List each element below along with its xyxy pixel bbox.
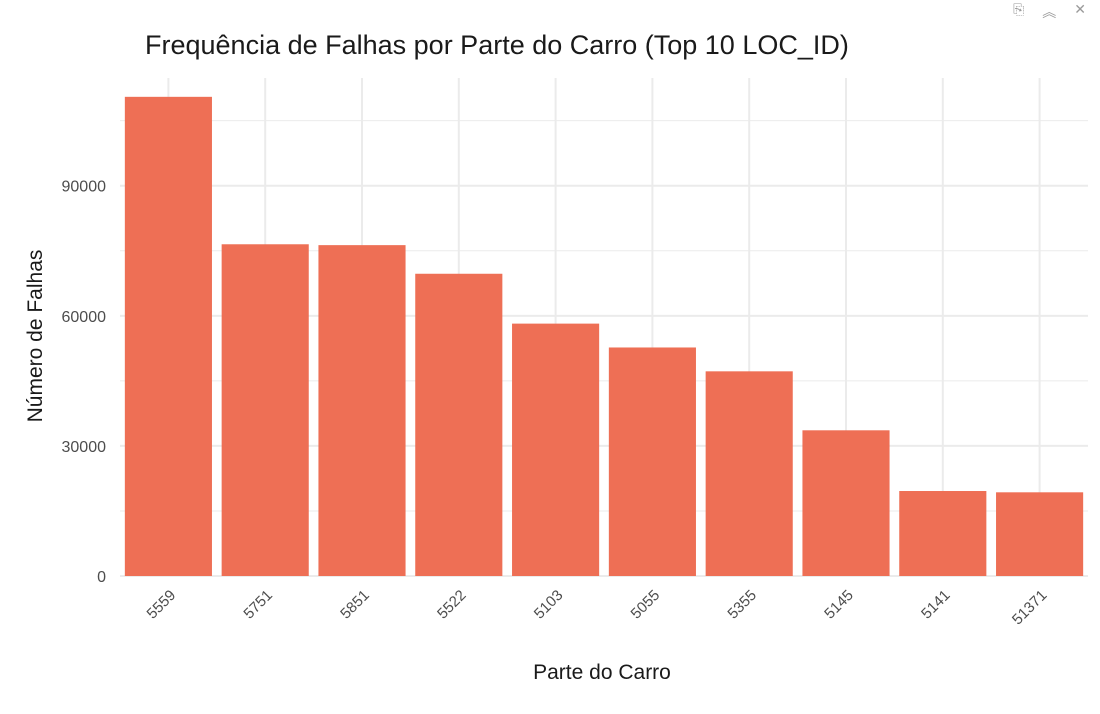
bar-5141 [899, 491, 987, 576]
bar-5055 [608, 347, 696, 576]
collapse-icon[interactable]: ︽ [1042, 5, 1057, 21]
bar-5522 [415, 273, 503, 576]
y-tick-label: 30000 [62, 439, 107, 456]
bar-5851 [318, 245, 406, 577]
bar-5751 [221, 244, 309, 576]
x-tick-label: 5141 [918, 587, 954, 623]
export-icon[interactable]: ⎘ [1013, 2, 1025, 18]
x-tick-label: 5522 [434, 587, 470, 623]
y-axis-ticks: 0 30000 60000 90000 [62, 179, 107, 586]
x-tick-label: 5751 [240, 587, 276, 623]
x-tick-label: 5055 [628, 587, 664, 623]
bar-5355 [705, 371, 793, 576]
x-axis-ticks: 5559 5751 5851 5522 5103 5055 5355 5145 5141 5137… [144, 587, 1051, 629]
y-tick-label: 60000 [62, 309, 107, 326]
x-tick-label: 51371 [1009, 587, 1051, 629]
bar-51371 [996, 492, 1084, 576]
window-toolbar: ⎘ ︽ ✕ [1013, 2, 1086, 22]
x-tick-label: 5103 [531, 587, 567, 623]
x-tick-label: 5851 [337, 587, 373, 623]
y-tick-label: 0 [97, 569, 106, 586]
y-axis-title: Número de Falhas [24, 250, 47, 423]
x-tick-label: 5355 [724, 587, 760, 623]
x-tick-label: 5559 [144, 587, 180, 623]
bars [124, 96, 1084, 577]
bar-5103 [512, 323, 600, 576]
bar-5145 [802, 430, 890, 576]
close-icon[interactable]: ✕ [1074, 2, 1086, 18]
chart-title: Frequência de Falhas por Parte do Carro … [145, 30, 849, 60]
y-tick-label: 90000 [62, 179, 107, 196]
x-axis-title: Parte do Carro [533, 661, 671, 684]
x-tick-label: 5145 [821, 587, 857, 623]
bar-5559 [124, 96, 212, 576]
